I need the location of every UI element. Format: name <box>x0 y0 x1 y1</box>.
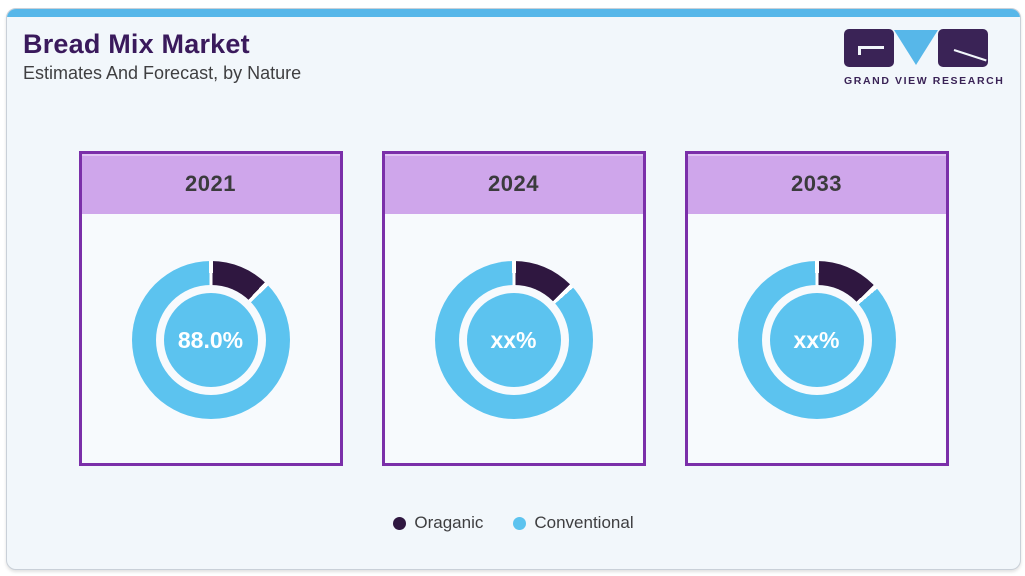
legend-item-conventional: Conventional <box>513 513 634 533</box>
legend-item-organic: Oraganic <box>393 513 483 533</box>
legend-label: Conventional <box>534 513 634 532</box>
donut-chart-2033: xx% <box>737 261 896 419</box>
logo-r-mark <box>953 49 987 62</box>
header-block: Bread Mix Market Estimates And Forecast,… <box>23 29 301 84</box>
logo-g-icon <box>844 29 894 67</box>
page-title: Bread Mix Market <box>23 29 250 59</box>
donut-chart-2024: xx% <box>434 261 593 419</box>
donut-wrap: xx% <box>385 214 643 466</box>
logo-g-mark <box>858 46 884 55</box>
year-card-2021: 2021 88.0% <box>78 151 343 466</box>
grand-view-research-logo: GRAND VIEW RESEARCH <box>844 29 1005 87</box>
logo-v-icon <box>894 30 938 65</box>
page-subtitle: Estimates And Forecast, by Nature <box>23 63 302 83</box>
year-card-header: 2033 <box>687 154 946 214</box>
year-cards-row: 2021 88.0% 2024 xx% 2033 <box>7 151 1020 466</box>
logo-glyphs <box>844 29 988 69</box>
logo-r-icon <box>938 29 988 67</box>
year-card-header: 2024 <box>384 154 643 214</box>
logo-wordmark: GRAND VIEW RESEARCH <box>844 75 1005 87</box>
legend-label: Oraganic <box>414 513 484 532</box>
donut-wrap: 88.0% <box>82 214 340 466</box>
report-panel: Bread Mix Market Estimates And Forecast,… <box>6 8 1021 570</box>
year-card-2033: 2033 xx% <box>684 151 949 466</box>
legend: Oraganic Conventional <box>7 513 1020 533</box>
top-accent-bar <box>7 9 1020 17</box>
donut-center-label: xx% <box>769 293 864 387</box>
conventional-dot-icon <box>513 516 527 530</box>
donut-center-label: 88.0% <box>163 293 258 387</box>
donut-center-label: xx% <box>466 293 561 387</box>
donut-chart-2021: 88.0% <box>131 261 290 419</box>
organic-dot-icon <box>393 516 407 530</box>
year-card-header: 2021 <box>81 154 340 214</box>
year-card-2024: 2024 xx% <box>381 151 646 466</box>
donut-wrap: xx% <box>688 214 946 466</box>
